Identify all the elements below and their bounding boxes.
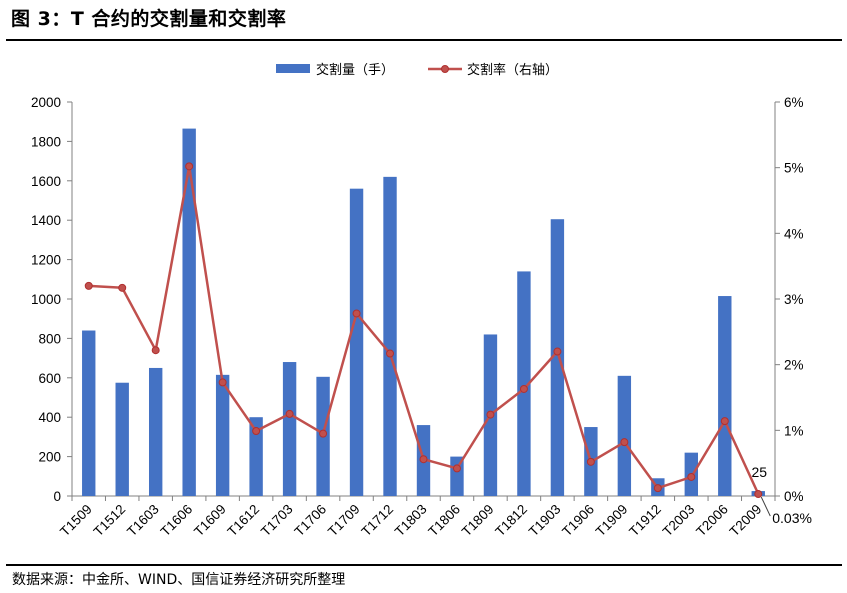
rate-marker: [452, 464, 461, 473]
volume-bar: [718, 296, 732, 496]
rate-marker: [553, 347, 562, 356]
volume-bar: [617, 375, 632, 496]
right-tick-label: 3%: [784, 292, 804, 307]
source-rule: [6, 564, 842, 566]
x-tick-label: T2003: [660, 502, 698, 540]
rate-marker: [352, 309, 361, 318]
volume-bar: [349, 188, 364, 496]
rate-marker: [285, 409, 294, 418]
rate-marker: [118, 283, 127, 292]
legend-bar-label: 交割量（手）: [316, 62, 394, 78]
source-note: 数据来源：中金所、WIND、国信证券经济研究所整理: [12, 572, 346, 588]
left-tick-label: 1600: [31, 174, 61, 189]
x-tick-label: T1609: [191, 502, 229, 540]
left-tick-label: 600: [38, 371, 61, 386]
annotations: 25 0.03%: [751, 464, 811, 526]
x-tick-label: T1906: [559, 502, 597, 540]
rate-marker: [84, 281, 93, 290]
x-tick-label: T1803: [392, 502, 430, 540]
right-tick-label: 5%: [784, 161, 804, 176]
volume-bar: [115, 382, 129, 496]
rate-marker: [419, 455, 428, 464]
x-tick-label: T1606: [158, 502, 196, 540]
rate-marker: [687, 472, 696, 481]
x-tick-label: T1709: [325, 502, 363, 540]
rate-marker: [386, 349, 395, 358]
rate-marker: [519, 384, 528, 393]
legend: 交割量（手） 交割率（右轴）: [276, 62, 558, 78]
left-tick-label: 800: [38, 331, 61, 346]
rate-marker: [586, 457, 595, 466]
rate-marker: [620, 438, 629, 447]
volume-bar: [517, 271, 531, 496]
right-tick-label: 2%: [784, 358, 804, 373]
left-tick-label: 400: [38, 410, 61, 425]
volume-bar: [148, 367, 163, 496]
x-tick-label: T1903: [526, 502, 564, 540]
left-tick-label: 200: [38, 450, 61, 465]
figure-title: 图 3：T 合约的交割量和交割率: [11, 8, 287, 30]
left-tick-label: 1000: [31, 292, 61, 307]
rate-marker: [486, 410, 495, 419]
x-tick-label: T1912: [626, 502, 664, 540]
left-tick-label: 2000: [31, 95, 61, 110]
rate-data-label: 0.03%: [772, 510, 812, 526]
rate-marker: [185, 162, 194, 171]
volume-bar: [249, 417, 263, 496]
rate-marker: [319, 429, 328, 438]
x-tick-label: T1612: [225, 502, 263, 540]
bars: [82, 128, 765, 497]
volume-bar: [282, 362, 297, 496]
rate-marker: [151, 346, 160, 355]
x-tick-label: T1806: [425, 502, 463, 540]
rate-marker: [754, 490, 763, 499]
rate-line: [84, 162, 763, 499]
x-tick-label: T1909: [593, 502, 631, 540]
bar-data-label: 25: [751, 464, 767, 480]
x-tick-label: T1603: [124, 502, 162, 540]
volume-bar: [215, 374, 230, 496]
x-tick-label: T1712: [358, 502, 396, 540]
rate-label-leader: [760, 496, 771, 517]
x-tick-label: T1512: [91, 502, 129, 540]
volume-bar: [550, 219, 565, 496]
right-tick-label: 1%: [784, 423, 804, 438]
legend-bar-swatch: [276, 64, 310, 73]
rate-marker: [720, 417, 729, 426]
right-tick-label: 0%: [784, 489, 804, 504]
rate-marker: [653, 484, 662, 493]
x-tick-label: T2006: [693, 502, 731, 540]
x-axis-labels: T1509T1512T1603T1606T1609T1612T1703T1706…: [57, 502, 764, 540]
legend-line-label: 交割率（右轴）: [467, 62, 558, 78]
legend-line-marker: [441, 65, 449, 73]
left-tick-label: 0: [53, 489, 61, 504]
right-tick-label: 6%: [784, 95, 804, 110]
rate-marker: [218, 378, 227, 387]
volume-bar: [182, 128, 196, 496]
left-tick-label: 1800: [31, 134, 61, 149]
x-tick-label: T1809: [459, 502, 497, 540]
x-tick-label: T2009: [727, 502, 765, 540]
left-tick-label: 1400: [31, 213, 61, 228]
x-tick-label: T1812: [492, 502, 530, 540]
volume-bar: [383, 176, 397, 497]
left-tick-label: 1200: [31, 253, 61, 268]
x-tick-label: T1703: [258, 502, 296, 540]
x-tick-label: T1706: [292, 502, 330, 540]
x-tick-label: T1509: [57, 502, 95, 540]
right-tick-label: 4%: [784, 226, 804, 241]
title-rule: [6, 39, 842, 41]
rate-marker: [252, 426, 261, 435]
volume-bar: [82, 330, 96, 496]
